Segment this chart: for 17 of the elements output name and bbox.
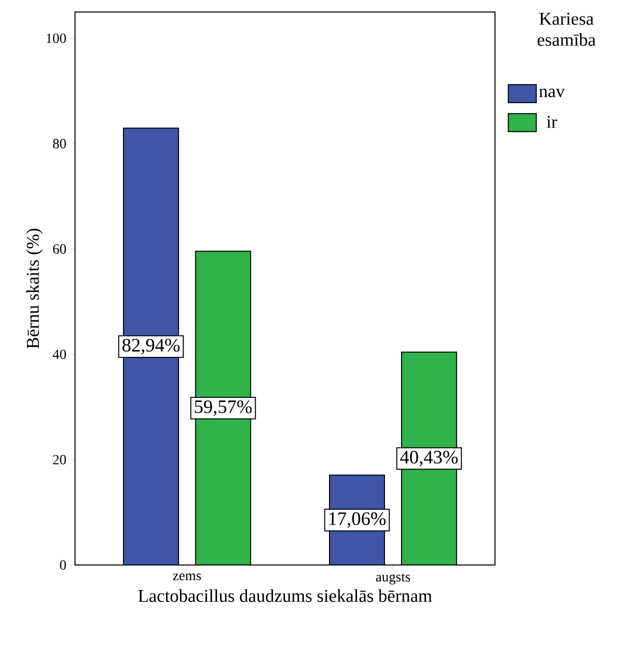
x-tick-label: augsts	[376, 574, 410, 584]
y-axis-title: Bērnu skaits (%)	[26, 228, 43, 348]
data-label: 17,06%	[329, 512, 386, 528]
data-label: 40,43%	[400, 450, 458, 466]
legend-title: Kariesa esamība	[538, 12, 596, 46]
y-tick-label: 100	[46, 34, 66, 44]
y-tick-label: 40	[52, 350, 66, 360]
x-axis-title: Lactobacillus daudzums siekalās bērnam	[138, 589, 432, 602]
y-tick-label: 80	[53, 138, 66, 148]
legend-label: nav	[539, 88, 565, 98]
y-tick-label: 60	[53, 244, 66, 254]
x-tick-label: zems	[173, 574, 201, 580]
data-label: 82,94%	[122, 338, 180, 354]
legend-label: ir	[546, 116, 558, 128]
data-label: 59,57%	[194, 400, 252, 416]
y-tick-label: 20	[53, 454, 66, 464]
y-tick-label: 0	[60, 560, 66, 570]
